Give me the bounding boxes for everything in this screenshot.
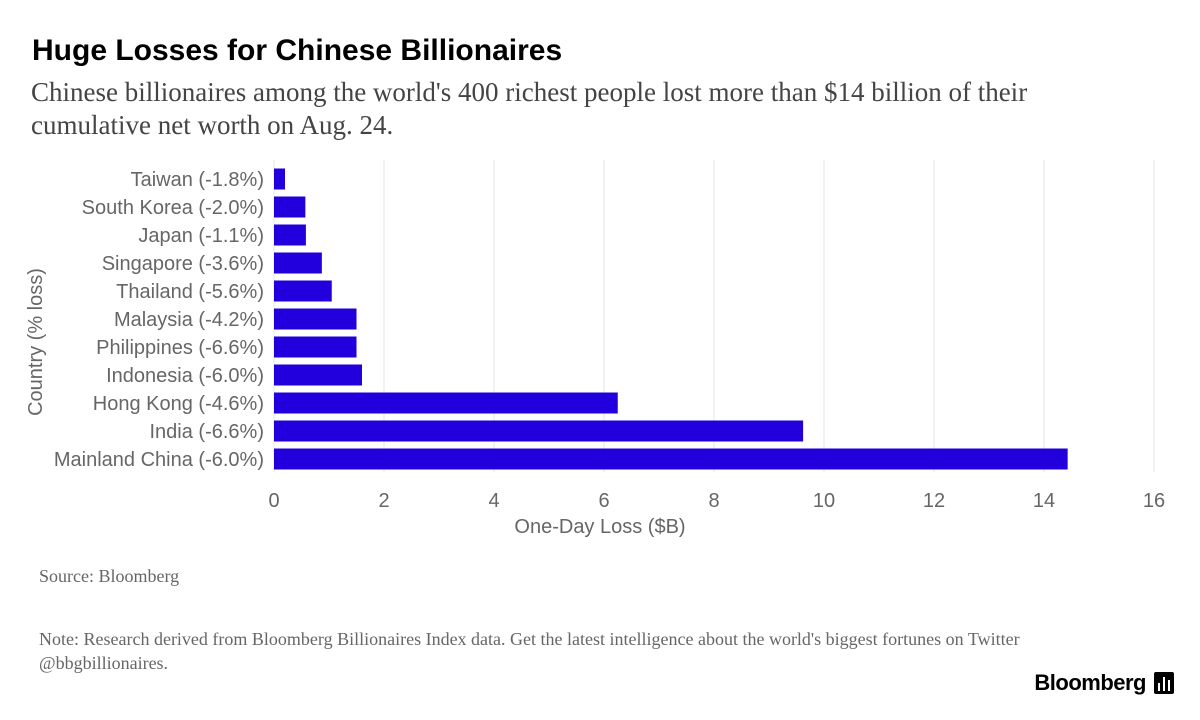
category-label-5: Malaysia (-4.2%) (114, 309, 264, 331)
x-tick-label-12: 12 (923, 490, 945, 512)
bar-5 (274, 308, 357, 330)
x-tick-labels: 0 2 4 6 8 10 12 14 16 (268, 490, 1165, 512)
category-label-4: Thailand (-5.6%) (116, 281, 264, 303)
x-tick-label-10: 10 (813, 490, 835, 512)
bar-2 (274, 224, 306, 246)
category-label-8: Hong Kong (-4.6%) (93, 393, 264, 415)
y-axis-label: Country (% loss) (25, 268, 47, 416)
x-tick-label-14: 14 (1033, 490, 1055, 512)
bar-8 (274, 392, 618, 414)
x-tick-label-8: 8 (708, 490, 719, 512)
bar-10 (274, 448, 1068, 470)
bar-chart: Taiwan (-1.8%) South Korea (-2.0%) Japan (… (25, 160, 1165, 538)
bar-0 (274, 168, 285, 190)
note-text: Note: Research derived from Bloomberg Bi… (39, 629, 1020, 673)
bar-1 (274, 196, 306, 218)
bar-9 (274, 420, 804, 442)
source-text: Source: Bloomberg (39, 566, 180, 586)
category-label-7: Indonesia (-6.0%) (106, 365, 264, 387)
x-tick-label-16: 16 (1143, 490, 1165, 512)
brand-logo: Bloomberg (1034, 670, 1174, 696)
category-label-6: Philippines (-6.6%) (96, 337, 264, 359)
x-tick-label-4: 4 (488, 490, 499, 512)
chart-title: Huge Losses for Chinese Billionaires (32, 34, 563, 67)
category-label-0: Taiwan (-1.8%) (131, 169, 264, 191)
category-label-1: South Korea (-2.0%) (82, 197, 264, 219)
bloomberg-chart-icon (1154, 672, 1174, 694)
gridlines (273, 160, 1155, 472)
bars (274, 168, 1068, 470)
category-labels: Taiwan (-1.8%) South Korea (-2.0%) Japan (… (54, 169, 264, 471)
category-label-9: India (-6.6%) (150, 421, 265, 443)
bar-4 (274, 280, 332, 302)
category-label-2: Japan (-1.1%) (138, 225, 264, 247)
chart-subtitle: Chinese billionaires among the world's 4… (31, 77, 1028, 140)
bar-6 (274, 336, 357, 358)
category-label-3: Singapore (-3.6%) (102, 253, 264, 275)
x-tick-label-6: 6 (598, 490, 609, 512)
brand-name: Bloomberg (1034, 670, 1146, 695)
x-tick-label-2: 2 (378, 490, 389, 512)
bar-3 (274, 252, 322, 274)
x-tick-label-0: 0 (268, 490, 279, 512)
bar-7 (274, 364, 362, 386)
x-axis-label: One-Day Loss ($B) (514, 516, 685, 538)
category-label-10: Mainland China (-6.0%) (54, 449, 264, 471)
